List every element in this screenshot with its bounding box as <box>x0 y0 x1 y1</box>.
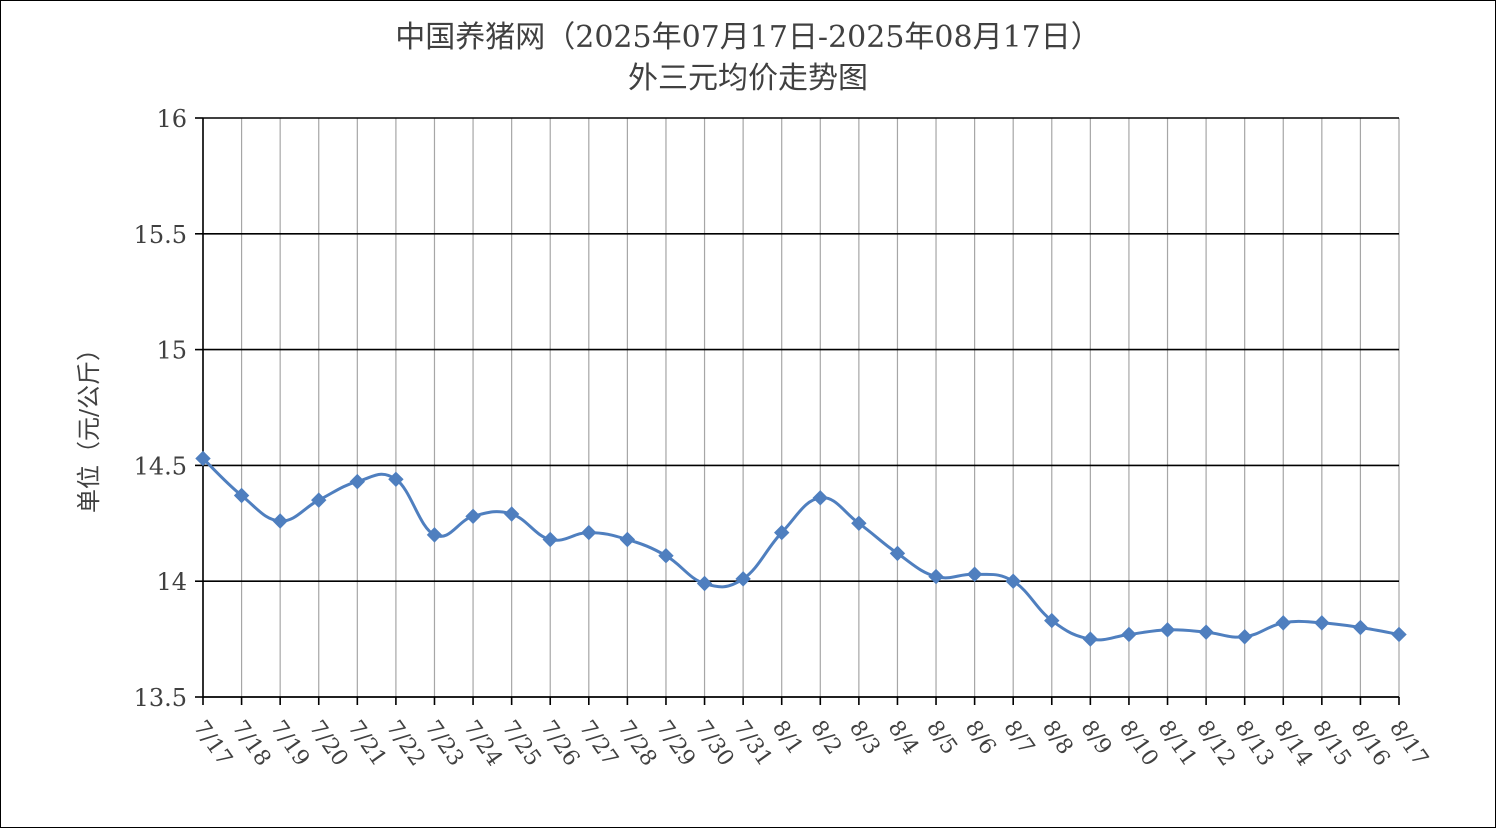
x-tick-label: 7/22 <box>381 716 430 771</box>
data-point <box>619 531 636 548</box>
series-line <box>201 457 1400 642</box>
data-point <box>388 471 404 488</box>
y-tick-label: 15 <box>156 337 187 365</box>
x-tick-label: 8/9 <box>1075 716 1116 759</box>
x-tick-label: 7/27 <box>574 716 623 771</box>
data-point <box>426 527 443 543</box>
x-tick-label: 8/5 <box>921 716 962 759</box>
data-point <box>1352 619 1369 636</box>
data-point <box>1198 624 1214 640</box>
data-point <box>658 548 674 564</box>
x-tick-label: 8/12 <box>1191 716 1240 771</box>
x-tick-label: 8/4 <box>883 716 924 759</box>
x-tick-label: 8/10 <box>1114 716 1163 771</box>
data-point <box>233 487 250 504</box>
data-point <box>889 545 906 562</box>
x-tick-label: 7/28 <box>612 716 661 771</box>
data-point <box>1159 622 1176 638</box>
x-tick-label: 7/26 <box>535 716 584 771</box>
x-tick-label: 8/7 <box>998 716 1039 759</box>
x-tick-label: 8/13 <box>1230 716 1279 771</box>
y-tick-label: 16 <box>156 105 187 133</box>
data-point <box>1314 615 1330 631</box>
data-point <box>1236 629 1253 645</box>
data-point <box>272 513 288 529</box>
data-point <box>581 524 597 541</box>
x-tick-label: 7/20 <box>304 716 353 771</box>
x-tick-label: 7/19 <box>265 716 314 771</box>
y-axis-label: 单位（元/公斤） <box>75 337 103 513</box>
x-tick-label: 7/25 <box>497 716 546 771</box>
data-point <box>696 575 713 592</box>
chart-title-line-1: 中国养猪网（2025年07月17日-2025年08月17日） <box>395 20 1101 55</box>
data-point <box>774 524 790 541</box>
chart-title-line-2: 外三元均价走势图 <box>628 61 868 96</box>
x-tick-label: 7/29 <box>651 716 700 771</box>
data-point <box>1121 626 1137 643</box>
x-tick-label: 8/15 <box>1307 716 1356 771</box>
x-tick-label: 7/23 <box>420 716 469 771</box>
x-tick-labels: 7/177/187/197/207/217/227/237/247/257/26… <box>188 716 1433 771</box>
data-point <box>195 450 211 467</box>
data-point <box>966 566 983 582</box>
data-point <box>1005 573 1021 589</box>
y-tick-label: 14 <box>156 568 187 596</box>
x-tick-label: 8/6 <box>960 716 1001 759</box>
gridlines <box>195 117 1400 705</box>
x-tick-label: 8/3 <box>844 716 885 759</box>
series-price <box>195 450 1407 647</box>
x-tick-label: 7/18 <box>227 716 276 771</box>
y-tick-label: 14.5 <box>134 452 187 480</box>
data-point <box>812 490 828 506</box>
data-point <box>349 473 366 490</box>
x-tick-label: 7/17 <box>188 716 237 771</box>
x-tick-label: 7/30 <box>690 716 739 771</box>
data-point <box>1044 612 1060 629</box>
data-point <box>503 506 520 522</box>
data-point <box>735 571 751 587</box>
x-tick-label: 8/16 <box>1346 716 1395 771</box>
data-point <box>928 568 944 585</box>
x-tick-label: 8/8 <box>1037 716 1078 759</box>
data-point <box>851 515 867 532</box>
x-tick-label: 8/11 <box>1153 716 1202 771</box>
data-point <box>1275 615 1291 631</box>
y-tick-label: 13.5 <box>134 684 187 712</box>
data-point <box>542 531 558 548</box>
x-tick-label: 7/24 <box>458 716 507 771</box>
x-tick-label: 7/21 <box>342 716 391 771</box>
x-tick-label: 8/17 <box>1384 716 1433 771</box>
data-point <box>311 492 327 508</box>
y-tick-label: 15.5 <box>134 221 187 249</box>
data-point <box>465 508 481 525</box>
data-point <box>1391 626 1407 643</box>
x-tick-label: 8/14 <box>1268 716 1317 771</box>
y-tick-labels: 13.5 14 14.5 15 15.5 16 <box>134 105 187 712</box>
x-tick-label: 7/31 <box>728 716 777 771</box>
x-tick-label: 8/2 <box>805 716 846 759</box>
data-point <box>1082 631 1099 647</box>
